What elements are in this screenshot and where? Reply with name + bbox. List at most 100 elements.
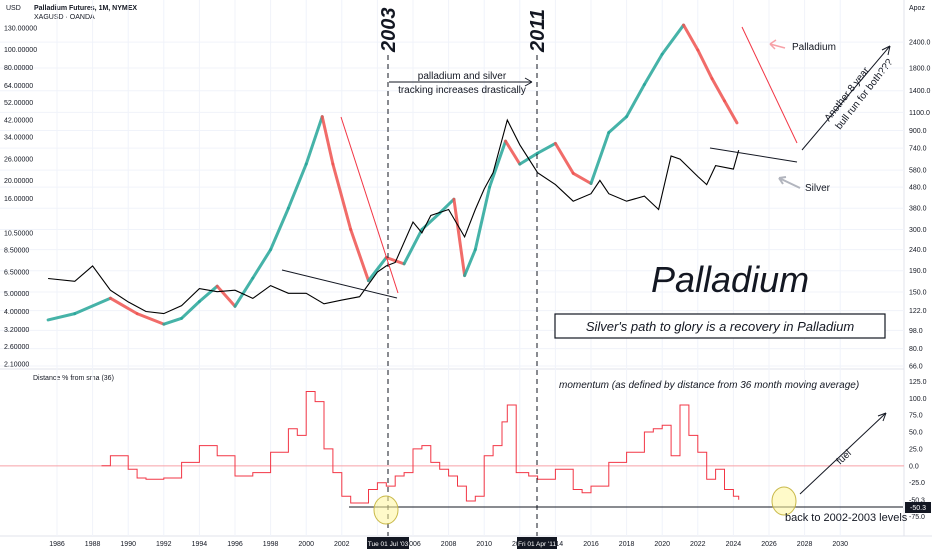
indicator-label[interactable]: Distance % from sma (36)	[33, 375, 114, 382]
palladium-price-segment	[536, 141, 557, 155]
palladium-price-segment	[108, 296, 139, 316]
palladium-price-segment	[349, 228, 370, 283]
right-tick-label: 900.0	[909, 128, 927, 135]
left-tick-label: 4.00000	[4, 309, 29, 316]
oscillator-axis[interactable]: 125.0 100.0 75.0 50.0 25.0 0.0 -25.0 -50.3 -75.0	[909, 379, 927, 521]
cursor-date-bg-left	[367, 537, 409, 549]
x-tick-label: 2010	[476, 541, 492, 548]
boxed-text: Silver's path to glory is a recovery in …	[586, 319, 855, 334]
right-price-axis[interactable]: 2400.0 1800.0 1400.0 1100.0 900.0 740.0 580.0 4…	[909, 40, 931, 371]
fuel-arrow	[799, 412, 887, 495]
right-tick-label: 1400.0	[909, 88, 931, 95]
overlay-symbol[interactable]: XAGUSD · OANDA	[34, 14, 95, 21]
fuel-arrowhead	[877, 412, 887, 422]
palladium-price-segment	[553, 141, 575, 175]
oscillator-tick-label: 75.0	[909, 413, 923, 420]
palladium-price-segment	[682, 23, 700, 52]
x-tick-label: 1988	[85, 541, 101, 548]
palladium-price-segment	[625, 82, 646, 119]
palladium-price-segment	[304, 115, 324, 166]
palladium-price-segment	[696, 48, 714, 81]
right-tick-label: 190.0	[909, 268, 927, 275]
palladium-price-segment	[320, 115, 335, 166]
x-tick-label: 2000	[298, 541, 314, 548]
big-palladium-title: Palladium	[651, 259, 809, 300]
left-tick-label: 2.60000	[4, 344, 29, 351]
palladium-price-segment	[504, 139, 522, 166]
right-tick-label: 380.0	[909, 206, 927, 213]
right-tick-label: 480.0	[909, 185, 927, 192]
palladium-price-segment	[135, 312, 166, 326]
palladium-label: Palladium	[792, 42, 836, 53]
current-value-tag: -50.3	[910, 505, 926, 512]
oscillator-tick-label: 125.0	[909, 379, 927, 386]
palladium-price-segment	[488, 139, 508, 189]
silver-price-line	[48, 118, 740, 315]
palladium-price-segment	[367, 255, 388, 283]
left-tick-label: 80.00000	[4, 65, 33, 72]
x-tick-label: 2016	[583, 541, 599, 548]
currency-label: USD	[6, 5, 21, 12]
palladium-price-segment	[162, 316, 184, 326]
palladium-price-segment	[402, 228, 424, 266]
left-tick-label: 52.00000	[4, 100, 33, 107]
palladium-pointer-arrow	[769, 39, 786, 50]
time-axis[interactable]: 1986198819901992199419961998200020022004…	[49, 541, 848, 548]
oscillator-tick-label: 100.0	[909, 396, 927, 403]
palladium-price-segment	[463, 248, 477, 278]
oscillator-tick-label: 0.0	[909, 463, 919, 470]
tracking-text-line1: palladium and silver	[418, 71, 507, 82]
palladium-price-segment	[452, 197, 467, 278]
oscillator-tick-label: -25.0	[909, 480, 925, 487]
right-tick-label: 1800.0	[909, 66, 931, 73]
palladium-price-segment	[384, 255, 406, 266]
right-tick-label: 80.0	[909, 346, 923, 353]
left-tick-label: 20.00000	[4, 178, 33, 185]
left-tick-label: 100.00000	[4, 47, 37, 54]
cursor-date-left: Tue 01 Jul '03	[368, 541, 409, 548]
current-value-tag-bg	[905, 502, 931, 513]
x-tick-label: 2026	[761, 541, 777, 548]
right-tick-label: 1100.0	[909, 110, 930, 117]
oscillator-tick-label: -50.3	[909, 497, 925, 504]
right-tick-label: 98.0	[909, 328, 923, 335]
oscillator-tick-label: 50.0	[909, 430, 923, 437]
x-tick-label: 1992	[156, 541, 172, 548]
year-2003-label: 2003	[378, 8, 400, 54]
left-tick-label: 8.50000	[4, 248, 29, 255]
palladium-price-segment	[215, 284, 237, 308]
boxed-text-frame	[554, 313, 886, 339]
palladium-price-segment	[571, 171, 593, 185]
oscillator-tick-label: -75.0	[909, 514, 925, 521]
x-tick-label: 2030	[832, 541, 848, 548]
series-layer	[46, 23, 740, 504]
palladium-price-segment	[710, 77, 726, 103]
palladium-price-segment	[233, 276, 255, 308]
palladium-price-segment	[642, 52, 664, 86]
x-tick-label: 1998	[263, 541, 279, 548]
right-tick-label: 300.0	[909, 227, 927, 234]
bull-run-arrow	[801, 45, 891, 151]
palladium-price-segment	[438, 197, 456, 215]
annotation-layer: 2003 2011 palladium and silver tracking …	[281, 8, 931, 549]
silver-label: Silver	[805, 183, 831, 194]
palladium-price-segment	[46, 312, 77, 322]
silver-support-line	[281, 269, 398, 299]
palladium-price-segment	[180, 300, 201, 320]
palladium-price-segment	[331, 162, 353, 232]
symbol-title[interactable]: Palladium Futures, 1M, NYMEX	[34, 5, 137, 12]
left-tick-label: 34.00000	[4, 135, 33, 142]
left-tick-label: 42.00000	[4, 118, 33, 125]
momentum-caption: momentum (as defined by distance from 36…	[559, 380, 859, 391]
palladium-price-segment	[473, 185, 492, 252]
x-tick-label: 2018	[619, 541, 635, 548]
palladium-price-segment	[251, 248, 273, 280]
x-tick-label: 1990	[120, 541, 136, 548]
right-axis-label: Apoz	[909, 5, 925, 12]
x-tick-label: 2008	[441, 541, 457, 548]
left-tick-label: 64.00000	[4, 83, 33, 90]
right-tick-label: 150.0	[909, 290, 927, 297]
x-tick-label: 2020	[654, 541, 670, 548]
oscillator-tick-label: 25.0	[909, 446, 923, 453]
